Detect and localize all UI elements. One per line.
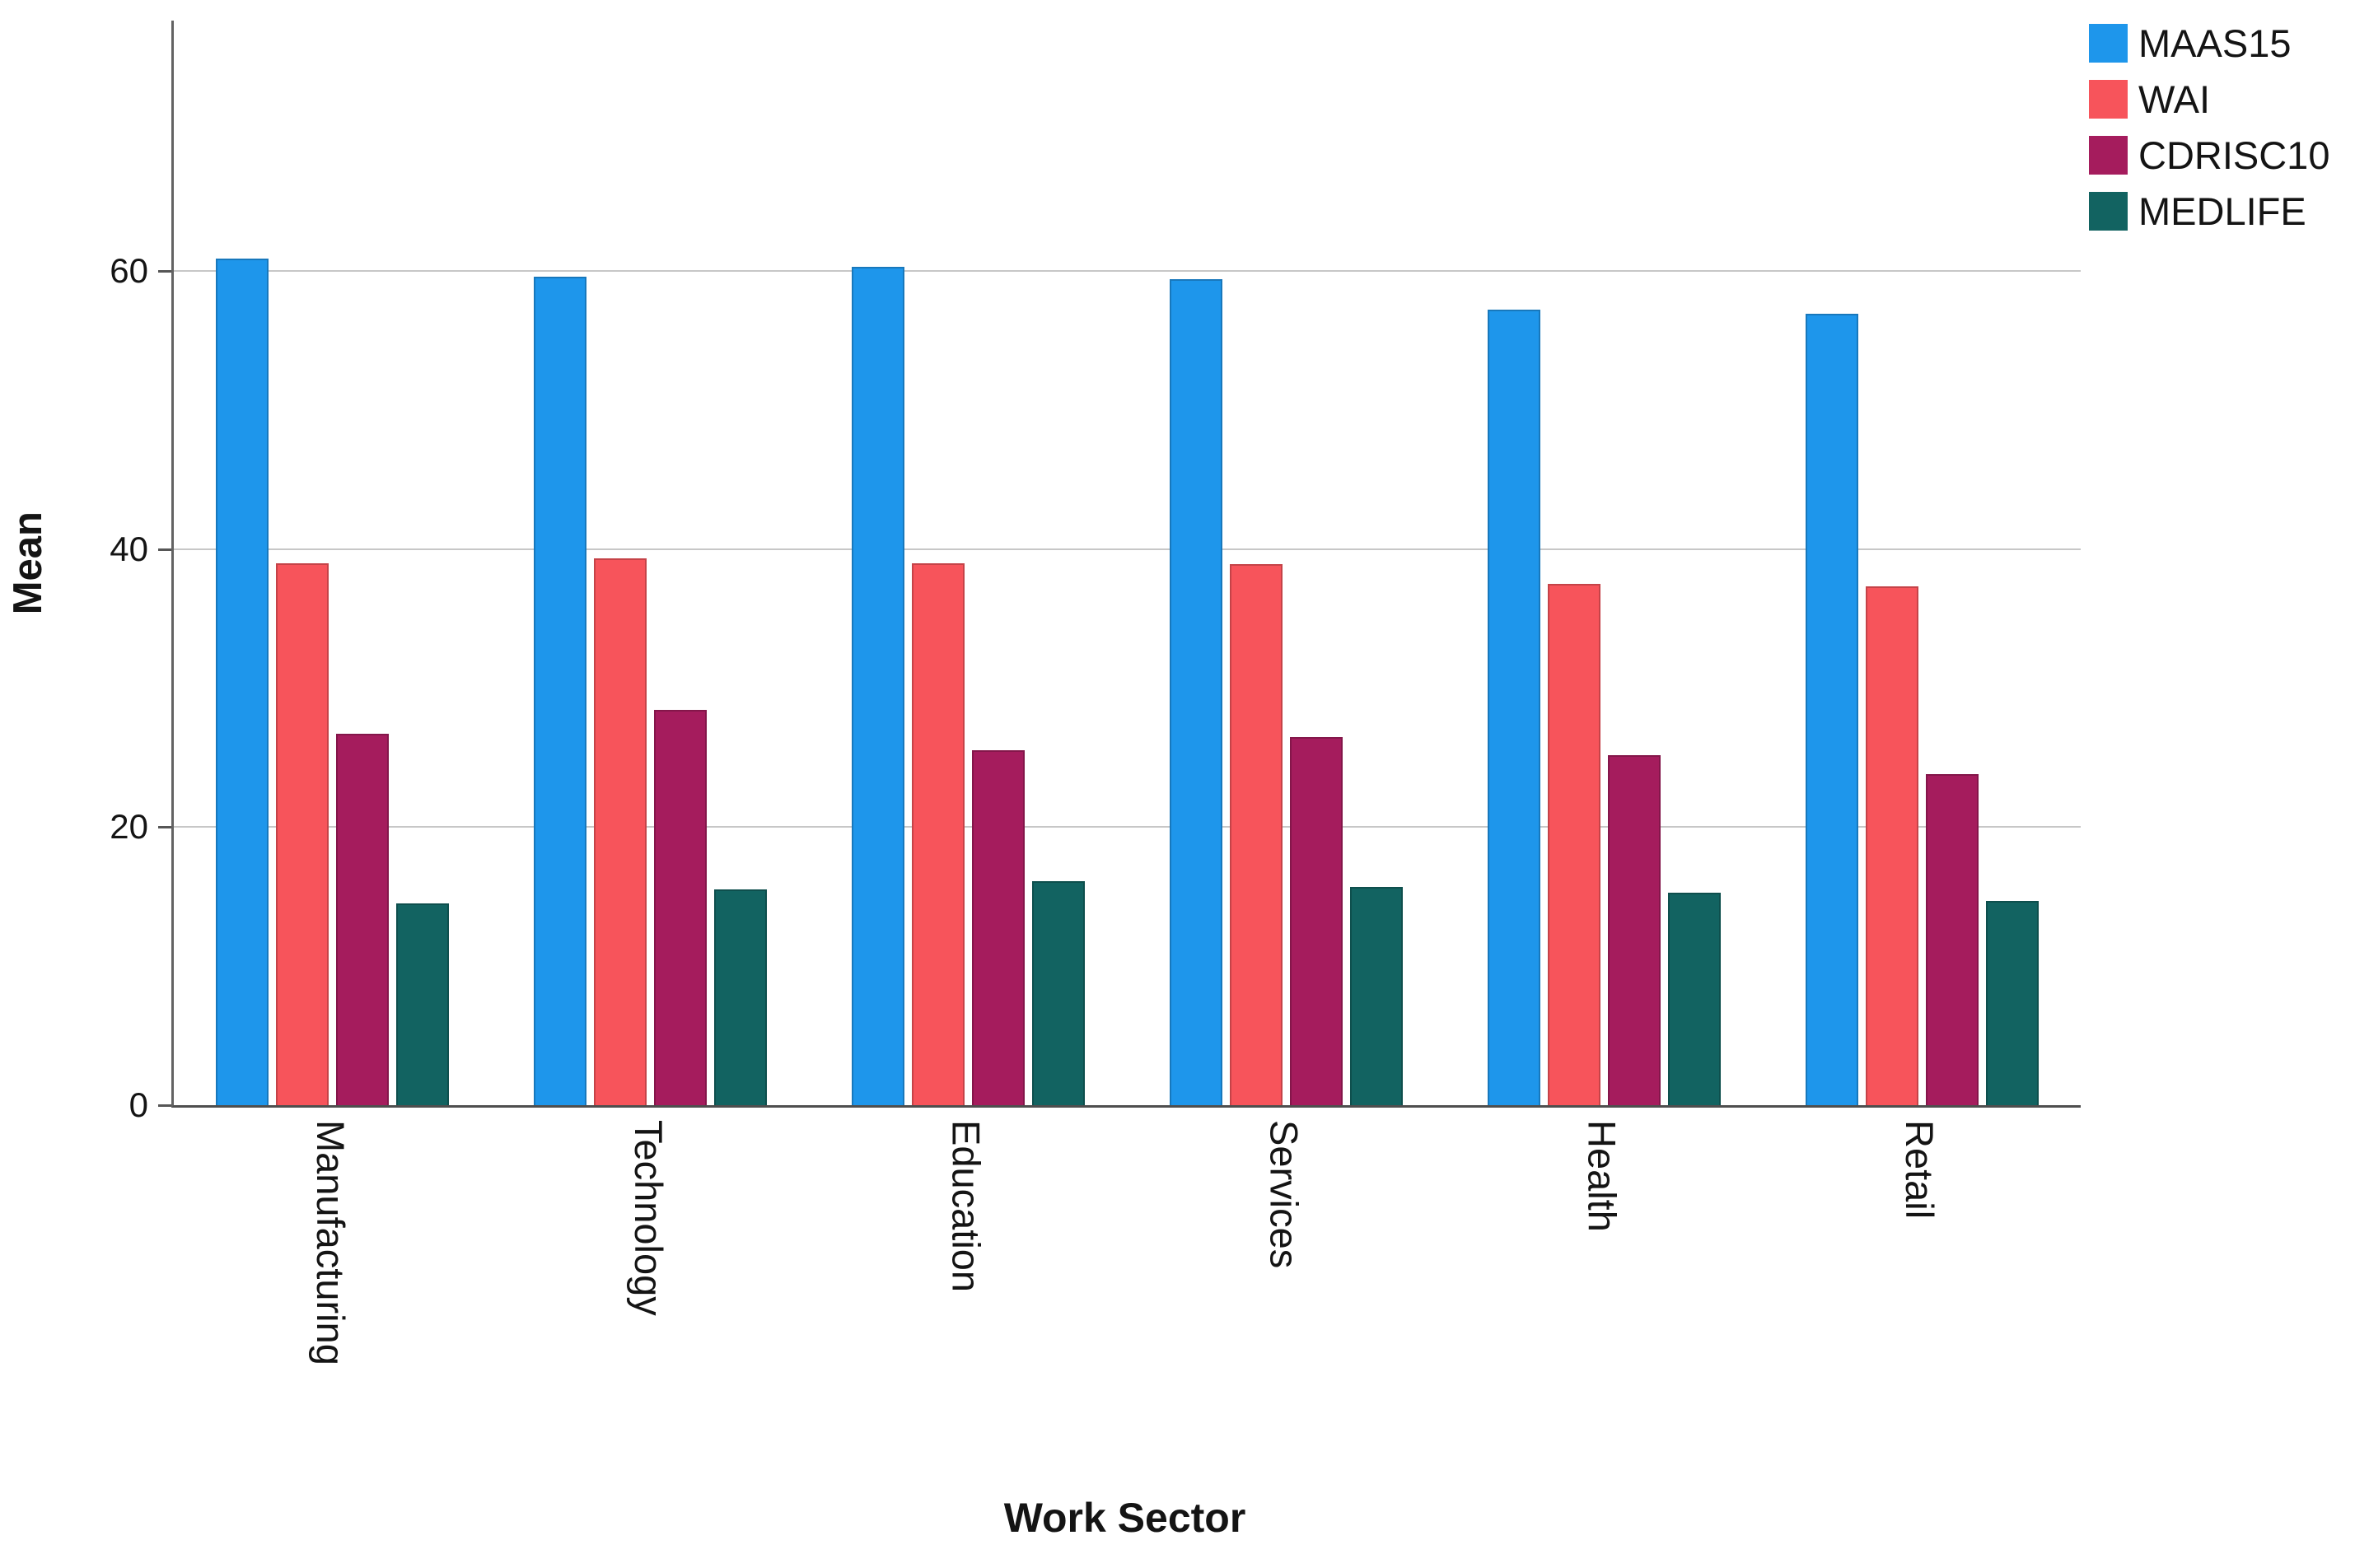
- y-tick-mark-0: [158, 1104, 171, 1107]
- legend-swatch-medlife: [2089, 191, 2128, 231]
- x-tick-label-services: Services: [1262, 1120, 1306, 1269]
- legend-label-cdrisc10: CDRISC10: [2138, 133, 2330, 177]
- bar-wai-services: [1229, 564, 1283, 1105]
- legend-label-medlife: MEDLIFE: [2138, 189, 2306, 233]
- x-axis-title: Work Sector: [1003, 1495, 1246, 1541]
- x-tick-label-education: Education: [944, 1120, 988, 1293]
- plot-area: [171, 21, 2081, 1108]
- y-tick-label-0: 0: [128, 1085, 148, 1124]
- legend-item-wai: WAI: [2089, 71, 2329, 127]
- bar-cdrisc10-services: [1289, 736, 1343, 1105]
- bar-cdrisc10-education: [972, 750, 1026, 1105]
- bar-medlife-manufacturing: [396, 903, 450, 1105]
- y-tick-label-40: 40: [110, 529, 148, 568]
- x-tick-label-health: Health: [1580, 1120, 1624, 1232]
- bar-wai-technology: [594, 558, 647, 1105]
- legend: MAAS15 WAI CDRISC10 MEDLIFE: [2089, 15, 2329, 239]
- bar-wai-education: [912, 562, 965, 1105]
- x-tick-label-manufacturing: Manufacturing: [308, 1120, 353, 1365]
- bar-medlife-education: [1032, 881, 1086, 1105]
- bar-wai-manufacturing: [276, 562, 329, 1105]
- bar-medlife-retail: [1985, 900, 2039, 1105]
- legend-swatch-maas15: [2089, 23, 2128, 63]
- y-tick-label-60: 60: [110, 250, 148, 290]
- gridline-20: [174, 826, 2081, 828]
- y-tick-mark-20: [158, 826, 171, 829]
- gridline-60: [174, 269, 2081, 272]
- legend-swatch-cdrisc10: [2089, 135, 2128, 175]
- bar-maas15-retail: [1805, 314, 1858, 1105]
- bar-cdrisc10-manufacturing: [336, 734, 390, 1105]
- bar-cdrisc10-health: [1607, 754, 1661, 1105]
- bar-maas15-technology: [534, 276, 587, 1105]
- x-tick-label-retail: Retail: [1898, 1120, 1942, 1220]
- legend-swatch-wai: [2089, 79, 2128, 119]
- bar-maas15-health: [1487, 310, 1540, 1105]
- bar-cdrisc10-retail: [1925, 774, 1979, 1105]
- bar-cdrisc10-technology: [654, 710, 708, 1105]
- legend-item-maas15: MAAS15: [2089, 15, 2329, 71]
- bar-medlife-health: [1667, 892, 1721, 1105]
- bar-medlife-technology: [714, 889, 768, 1105]
- legend-label-maas15: MAAS15: [2138, 21, 2292, 65]
- legend-item-cdrisc10: CDRISC10: [2089, 127, 2329, 183]
- bar-maas15-education: [852, 266, 905, 1105]
- bar-wai-retail: [1865, 586, 1918, 1105]
- legend-label-wai: WAI: [2138, 77, 2211, 121]
- legend-item-medlife: MEDLIFE: [2089, 183, 2329, 239]
- x-tick-label-technology: Technology: [626, 1120, 671, 1316]
- bar-wai-health: [1547, 583, 1600, 1105]
- y-tick-mark-60: [158, 269, 171, 273]
- bar-maas15-services: [1169, 279, 1222, 1105]
- y-tick-label-20: 20: [110, 807, 148, 847]
- bar-medlife-services: [1349, 886, 1403, 1105]
- gridline-40: [174, 548, 2081, 550]
- bar-maas15-manufacturing: [216, 258, 269, 1105]
- y-tick-mark-40: [158, 548, 171, 551]
